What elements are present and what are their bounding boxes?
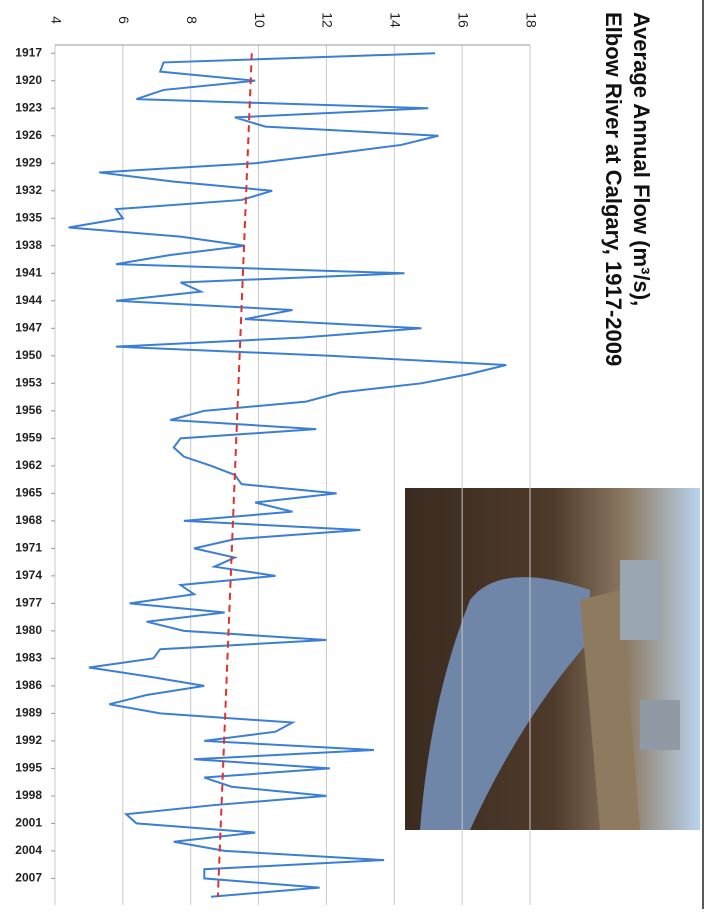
x-tick-label: 1923 xyxy=(15,100,42,114)
x-tick-label: 1989 xyxy=(15,706,42,720)
photo xyxy=(405,488,700,830)
x-tick-label: 1956 xyxy=(15,403,42,417)
x-tick-label: 1944 xyxy=(15,293,42,307)
x-tick-label: 1965 xyxy=(15,486,42,500)
y-tick-label: 10 xyxy=(252,12,268,28)
y-tick-label: 4 xyxy=(48,16,64,24)
chart-title: Elbow River at Calgary, 1917-2009 xyxy=(601,12,626,366)
y-tick-label: 12 xyxy=(320,12,336,28)
x-tick-label: 1986 xyxy=(15,678,42,692)
x-tick-label: 2001 xyxy=(15,816,42,830)
y-tick-label: 18 xyxy=(523,12,539,28)
x-tick-label: 1959 xyxy=(15,430,42,444)
x-tick-label: 1980 xyxy=(15,623,42,637)
x-tick-label: 1971 xyxy=(15,541,42,555)
x-tick-label: 2004 xyxy=(15,843,42,857)
x-tick-label: 1998 xyxy=(15,788,42,802)
x-tick-label: 1935 xyxy=(15,210,42,224)
x-tick-label: 1938 xyxy=(15,238,42,252)
x-tick-label: 2007 xyxy=(15,871,42,885)
x-tick-label: 1974 xyxy=(15,568,42,582)
x-tick-label: 1992 xyxy=(15,733,42,747)
chart-title: Average Annual Flow (m³/s), xyxy=(629,12,654,306)
x-tick-label: 1962 xyxy=(15,458,42,472)
y-tick-label: 14 xyxy=(388,12,404,28)
y-tick-label: 8 xyxy=(184,16,200,24)
x-tick-label: 1977 xyxy=(15,596,42,610)
y-tick-label: 6 xyxy=(116,16,132,24)
y-tick-label: 16 xyxy=(455,12,471,28)
x-tick-label: 1926 xyxy=(15,128,42,142)
x-tick-label: 1920 xyxy=(15,73,42,87)
x-tick-label: 1932 xyxy=(15,183,42,197)
x-tick-label: 1968 xyxy=(15,513,42,527)
x-tick-label: 1953 xyxy=(15,375,42,389)
x-tick-label: 1941 xyxy=(15,265,42,279)
x-tick-label: 1947 xyxy=(15,320,42,334)
x-tick-label: 1929 xyxy=(15,155,42,169)
x-tick-label: 1950 xyxy=(15,348,42,362)
x-tick-label: 1983 xyxy=(15,651,42,665)
trend-line xyxy=(216,53,253,897)
x-tick-label: 1995 xyxy=(15,761,42,775)
x-tick-label: 1917 xyxy=(15,45,42,59)
